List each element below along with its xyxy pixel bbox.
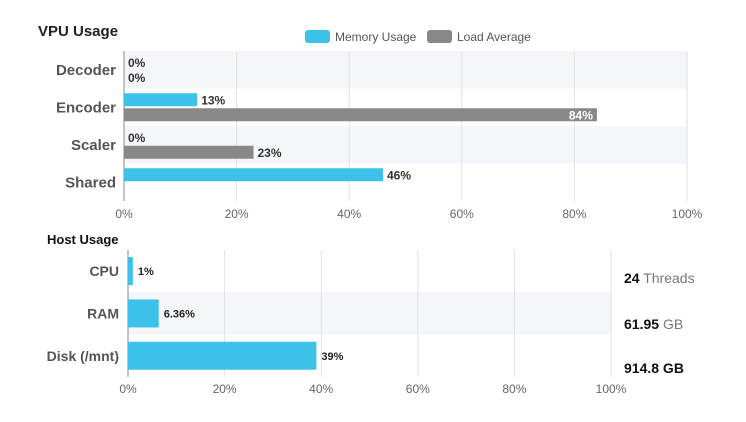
host-tick-label: 60%	[406, 382, 430, 396]
host-category-label: CPU	[89, 263, 119, 279]
vpu-tick-label: 100%	[672, 207, 703, 221]
vpu-bar-label: 0%	[128, 71, 146, 85]
vpu-tick-label: 0%	[115, 207, 133, 221]
host-category-label: Disk (/mnt)	[47, 348, 119, 364]
vpu-category-label: Encoder	[56, 99, 116, 116]
host-tick-label: 0%	[119, 382, 137, 396]
threads-stat: 24 Threads	[624, 270, 695, 286]
host-bar	[128, 257, 133, 286]
vpu-bar-label: 23%	[257, 146, 281, 160]
ram-stat: 61.95 GB	[624, 316, 683, 332]
vpu-bar-label: 13%	[201, 93, 225, 107]
host-bar-label: 1%	[138, 266, 154, 278]
vpu-tick-label: 80%	[562, 207, 586, 221]
vpu-bar	[124, 168, 383, 182]
legend-swatch-2	[427, 30, 452, 43]
disk-stat: 914.8 GB	[624, 360, 684, 376]
host-tick-label: 20%	[213, 382, 237, 396]
threads-value: 24	[624, 270, 640, 286]
host-row-band	[128, 292, 611, 335]
threads-unit: Threads	[643, 270, 695, 286]
vpu-bar	[124, 145, 254, 159]
host-category-label: RAM	[87, 305, 119, 321]
host-chart-title: Host Usage	[47, 232, 119, 247]
ram-value: 61.95	[624, 316, 660, 332]
vpu-bar	[124, 93, 198, 107]
vpu-tick-label: 60%	[450, 207, 474, 221]
legend-swatch-1	[305, 30, 330, 43]
disk-value: 914.8 GB	[624, 360, 684, 376]
vpu-row-band	[124, 51, 687, 89]
host-bar	[128, 299, 159, 328]
legend-label-1: Memory Usage	[335, 30, 417, 44]
vpu-tick-label: 40%	[337, 207, 361, 221]
vpu-bar-label: 0%	[128, 56, 146, 70]
vpu-bar-label: 46%	[387, 168, 411, 182]
ram-unit: GB	[662, 316, 684, 332]
vpu-chart-title: VPU Usage	[38, 23, 118, 40]
legend-label-2: Load Average	[457, 30, 531, 44]
vpu-bar-label: 84%	[569, 108, 593, 122]
vpu-category-label: Scaler	[71, 137, 116, 154]
host-tick-label: 80%	[502, 382, 526, 396]
vpu-tick-label: 20%	[225, 207, 249, 221]
host-tick-label: 100%	[596, 382, 627, 396]
host-bar-label: 6.36%	[164, 308, 195, 320]
vpu-bar-label: 0%	[128, 131, 146, 145]
host-tick-label: 40%	[309, 382, 333, 396]
vpu-category-label: Decoder	[56, 62, 116, 79]
host-bar-label: 39%	[321, 351, 343, 363]
vpu-bar	[124, 108, 597, 122]
host-bar	[128, 341, 317, 370]
vpu-category-label: Shared	[65, 174, 116, 191]
